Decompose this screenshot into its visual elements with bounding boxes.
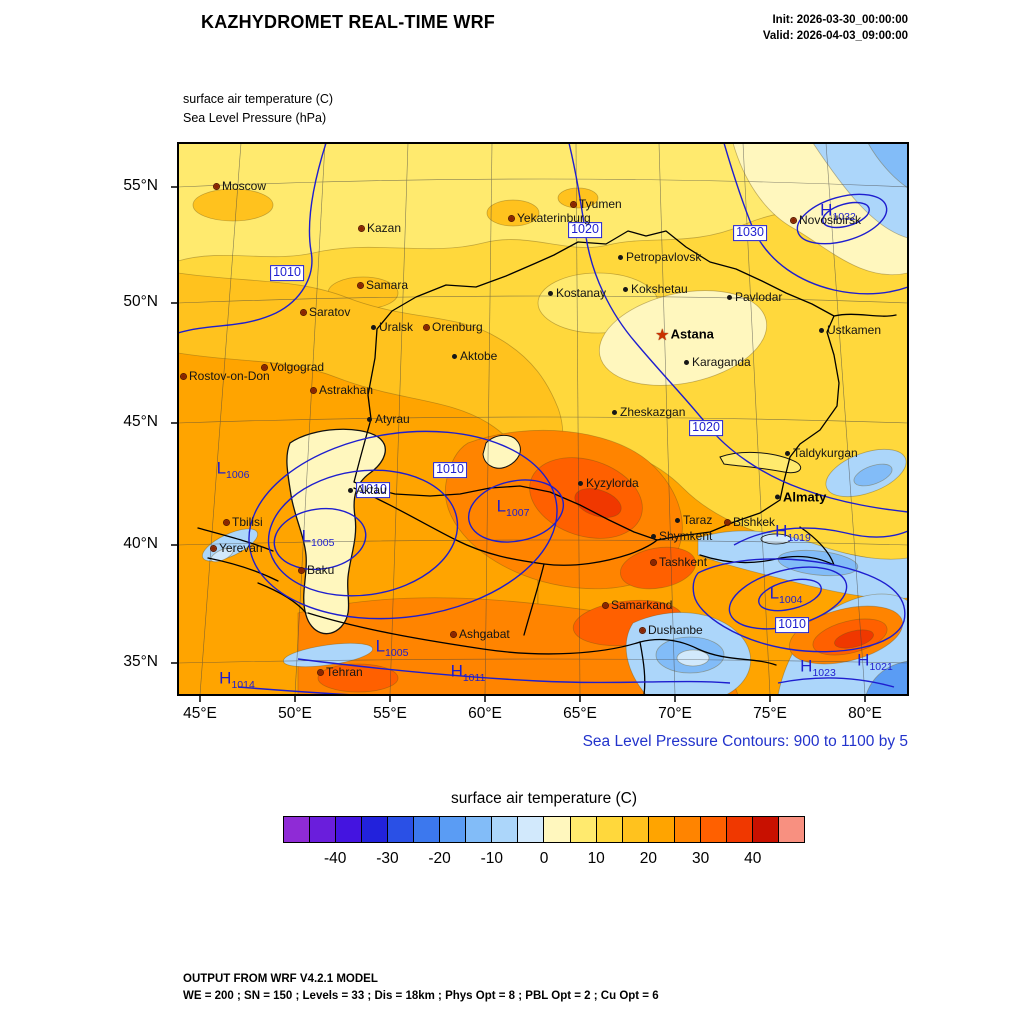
colorbar-segment	[752, 817, 779, 842]
lat-tick-label: 45°N	[123, 413, 158, 430]
colorbar-segment	[518, 817, 545, 842]
field-labels: surface air temperature (C) Sea Level Pr…	[183, 90, 333, 128]
colorbar-segment	[700, 817, 727, 842]
colorbar-tick-row: -40 -30 -20 -10 0 10 20 30 40	[283, 850, 805, 872]
valid-time: Valid: 2026-04-03_09:00:00	[762, 29, 908, 42]
colorbar-tick-label: 40	[744, 850, 762, 867]
temperature-field-label: surface air temperature (C)	[183, 92, 334, 106]
page-title: KAZHYDROMET REAL-TIME WRF	[201, 12, 495, 32]
colorbar-segment	[622, 817, 649, 842]
weather-map: 1010 1020 1030 H1032 L1006 1010 1010 L1007 L1005…	[171, 142, 909, 702]
colorbar-segment	[284, 817, 311, 842]
lon-tick-label: 65°E	[563, 705, 597, 722]
lat-tick-label: 55°N	[123, 177, 158, 194]
country-borders	[197, 230, 897, 695]
lat-tick-label: 50°N	[123, 293, 158, 310]
colorbar-segment	[570, 817, 597, 842]
footer-config-line: WE = 200 ; SN = 150 ; Levels = 33 ; Dis …	[183, 989, 659, 1002]
lake-balkhash	[719, 452, 802, 474]
colorbar-tick-label: -30	[376, 850, 399, 867]
caspian-sea	[286, 428, 386, 635]
lon-tick-label: 75°E	[753, 705, 787, 722]
lon-tick-label: 60°E	[468, 705, 502, 722]
colorbar-tick-label: 20	[639, 850, 658, 867]
colorbar-segment	[362, 817, 389, 842]
colorbar-segment	[310, 817, 337, 842]
colorbar-segment	[648, 817, 675, 842]
lon-tick-label: 50°E	[278, 705, 312, 722]
colorbar-swatches	[283, 816, 805, 843]
model-footer: OUTPUT FROM WRF V4.2.1 MODEL WE = 200 ; …	[183, 971, 659, 1004]
colorbar-segment	[388, 817, 415, 842]
colorbar-tick-label: 30	[691, 850, 710, 867]
colorbar-tick-label: 0	[539, 850, 549, 867]
init-time: Init: 2026-03-30_00:00:00	[772, 14, 908, 26]
map-svg	[171, 142, 909, 702]
colorbar-segment	[440, 817, 467, 842]
colorbar-segment	[674, 817, 701, 842]
lon-tick-label: 55°E	[373, 705, 407, 722]
pressure-field-label: Sea Level Pressure (hPa)	[183, 110, 327, 125]
colorbar-segment	[466, 817, 493, 842]
lat-tick-label: 35°N	[123, 653, 158, 670]
colorbar-title: surface air temperature (C)	[450, 790, 638, 807]
temperature-field	[178, 143, 908, 695]
lon-tick-label: 45°E	[183, 705, 217, 722]
colorbar-segment	[336, 817, 363, 842]
lon-tick-label: 80°E	[848, 705, 882, 722]
pressure-contour-note: Sea Level Pressure Contours: 900 to 1100…	[582, 733, 908, 750]
colorbar-segment	[544, 817, 571, 842]
colorbar-tick-label: -40	[323, 850, 347, 867]
lake-issyk-kul	[760, 533, 792, 545]
footer-model-line: OUTPUT FROM WRF V4.2.1 MODEL	[183, 973, 378, 985]
colorbar-segment	[414, 817, 441, 842]
colorbar-tick-label: -10	[480, 850, 503, 867]
colorbar-segment	[726, 817, 753, 842]
lat-tick-label: 40°N	[123, 535, 158, 552]
colorbar-segment	[596, 817, 623, 842]
colorbar-segment	[778, 817, 804, 842]
pressure-contours	[178, 143, 908, 695]
colorbar-segment	[492, 817, 519, 842]
aral-sea	[482, 434, 521, 469]
colorbar-tick-label: -20	[428, 850, 451, 867]
model-times: Init: 2026-03-30_00:00:00 Valid: 2026-04…	[763, 13, 908, 44]
map-frame	[177, 142, 909, 696]
colorbar-tick-label: 10	[587, 850, 605, 867]
lon-tick-label: 70°E	[658, 705, 692, 722]
